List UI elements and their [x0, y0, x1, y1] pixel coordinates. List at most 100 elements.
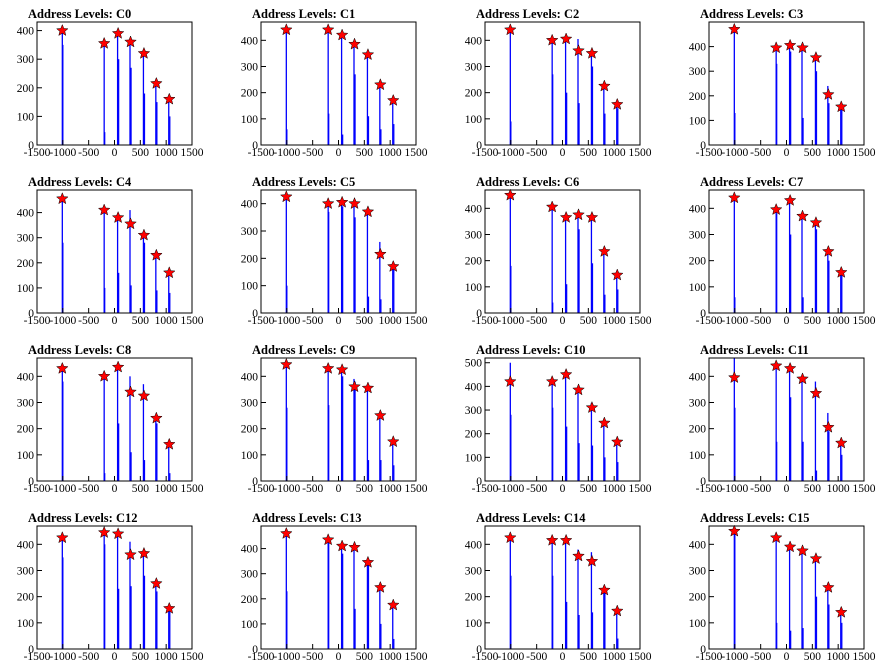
x-tick-label: -1500	[248, 483, 275, 495]
peak-marker	[97, 36, 111, 49]
peak-marker	[335, 539, 349, 552]
y-tick-label: 400	[241, 544, 259, 556]
y-tick-label: 100	[465, 282, 483, 294]
peak-marker	[55, 361, 69, 374]
x-tick-label: -1500	[472, 315, 499, 327]
x-tick-label: -1000	[497, 147, 524, 159]
peak-marker	[572, 383, 585, 396]
x-tick-label: 1000	[827, 483, 850, 495]
x-tick-label: -1000	[721, 651, 748, 663]
x-tick-label: -1500	[24, 147, 51, 159]
peak-marker	[834, 100, 848, 113]
y-tick-label: 400	[241, 371, 259, 383]
peak-marker	[809, 386, 823, 399]
x-tick-label: 1500	[405, 651, 428, 663]
y-tick-label: 0	[28, 308, 34, 320]
y-tick-label: 100	[241, 114, 259, 126]
peak-marker	[321, 533, 335, 546]
x-tick-label: 1000	[379, 483, 402, 495]
x-tick-label: -1500	[472, 147, 499, 159]
y-tick-label: 0	[700, 644, 706, 656]
chart-title: Address Levels: C14	[476, 511, 586, 525]
y-tick-label: 100	[689, 450, 707, 462]
peak-marker	[503, 374, 517, 388]
x-tick-label: -1500	[472, 651, 499, 663]
x-tick-label: -1500	[472, 483, 499, 495]
chart-panel: Address Levels: C0-1500-1000 -500 0 500 1000…	[17, 7, 204, 159]
peak-marker	[124, 548, 137, 561]
peak-marker	[97, 369, 111, 382]
peak-marker	[137, 46, 151, 59]
x-tick-label: 1500	[405, 483, 428, 495]
x-tick-label: -500	[750, 651, 771, 663]
x-tick-label: 1500	[181, 315, 204, 327]
y-tick-label: 100	[17, 450, 35, 462]
y-tick-label: 200	[241, 88, 259, 100]
y-tick-label: 300	[465, 229, 483, 241]
y-tick-label: 200	[241, 253, 259, 265]
x-tick-label: -1000	[497, 315, 524, 327]
y-tick-label: 400	[17, 539, 35, 551]
chart-panel: Address Levels: C7-1500-1000 -500 0 500 1000…	[689, 175, 876, 327]
peak-marker	[559, 533, 573, 546]
x-tick-label: -500	[526, 651, 547, 663]
peak-marker	[361, 555, 375, 568]
x-tick-label: 1500	[181, 147, 204, 159]
y-tick-label: 300	[241, 397, 259, 409]
peak-marker	[769, 202, 783, 216]
peak-marker	[834, 436, 848, 449]
x-tick-label: 500	[132, 315, 150, 327]
x-tick-label: 0	[336, 483, 342, 495]
x-tick-label: -1000	[721, 315, 748, 327]
x-tick-label: -500	[526, 147, 547, 159]
y-tick-label: 300	[689, 397, 707, 409]
y-tick-label: 100	[689, 282, 707, 294]
x-tick-label: -500	[302, 315, 323, 327]
y-tick-label: 200	[17, 83, 35, 95]
x-tick-label: -500	[78, 315, 99, 327]
y-tick-label: 400	[17, 26, 35, 38]
peak-marker	[348, 196, 361, 210]
x-tick-label: -1000	[49, 651, 76, 663]
chart-title: Address Levels: C11	[700, 343, 809, 357]
y-tick-label: 0	[476, 140, 482, 152]
peak-marker	[149, 411, 163, 424]
x-tick-label: -500	[526, 315, 547, 327]
y-tick-label: 200	[465, 256, 483, 268]
peak-marker	[373, 78, 387, 91]
peak-marker	[545, 533, 559, 546]
y-tick-label: 400	[241, 35, 259, 47]
chart-panel: Address Levels: C3-1500-1000 -500 0 500 1000…	[689, 7, 876, 159]
peak-marker	[610, 604, 624, 617]
x-tick-label: 1000	[603, 315, 626, 327]
chart-panel: Address Levels: C9-1500-1000 -500 0 500 1000…	[241, 343, 428, 495]
x-tick-label: -1500	[696, 147, 723, 159]
x-tick-label: 0	[560, 483, 566, 495]
x-tick-label: 0	[784, 651, 790, 663]
x-tick-label: 1000	[603, 651, 626, 663]
peak-marker	[373, 247, 387, 260]
y-tick-label: 200	[241, 424, 259, 436]
peak-marker	[821, 244, 835, 257]
x-tick-label: 1000	[155, 315, 178, 327]
x-tick-label: 1000	[379, 651, 402, 663]
chart-panel: Address Levels: C8-1500-1000 -500 0 500 1000…	[17, 343, 204, 495]
x-tick-label: 500	[356, 147, 374, 159]
x-tick-label: -1000	[273, 147, 300, 159]
y-tick-label: 200	[465, 592, 483, 604]
peak-marker	[348, 540, 361, 553]
y-tick-label: 300	[465, 405, 483, 417]
y-tick-label: 100	[689, 618, 707, 630]
peak-marker	[348, 380, 361, 393]
peak-marker	[796, 544, 809, 557]
y-tick-label: 0	[700, 140, 706, 152]
y-tick-label: 400	[17, 208, 35, 220]
peak-marker	[124, 385, 137, 398]
y-tick-label: 0	[28, 644, 34, 656]
x-tick-label: -500	[78, 651, 99, 663]
chart-title: Address Levels: C9	[252, 343, 355, 357]
x-tick-label: 0	[560, 651, 566, 663]
x-tick-label: 0	[336, 651, 342, 663]
x-tick-label: 500	[804, 147, 822, 159]
